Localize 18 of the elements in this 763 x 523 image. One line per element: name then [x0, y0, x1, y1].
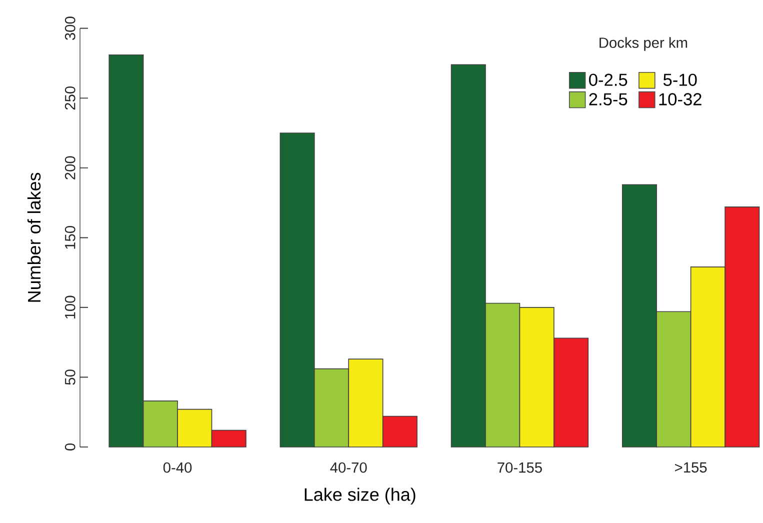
y-tick-label: 50 [64, 370, 76, 385]
y-tick-label: 200 [64, 156, 76, 180]
legend-label: 5-10 [663, 74, 697, 86]
y-tick-label: 100 [64, 296, 76, 319]
y-tick-label: 250 [64, 86, 76, 110]
legend-label: 2.5-5 [589, 93, 628, 106]
x-axis-title: Lake size (ha) [304, 488, 416, 504]
legend-label: 10-32 [659, 93, 702, 106]
x-tick-label: 0-40 [163, 462, 192, 473]
y-axis-title: Number of lakes [27, 172, 41, 302]
legend-label: 0-2.5 [589, 74, 628, 86]
y-tick-label: 0 [64, 443, 76, 450]
legend-title: Docks per km [600, 37, 688, 51]
x-tick-label: 70-155 [498, 462, 542, 473]
x-tick-label: >155 [675, 462, 707, 473]
y-tick-label: 300 [64, 16, 76, 40]
y-tick-label: 150 [64, 226, 76, 249]
x-tick-label: 40-70 [330, 462, 367, 473]
